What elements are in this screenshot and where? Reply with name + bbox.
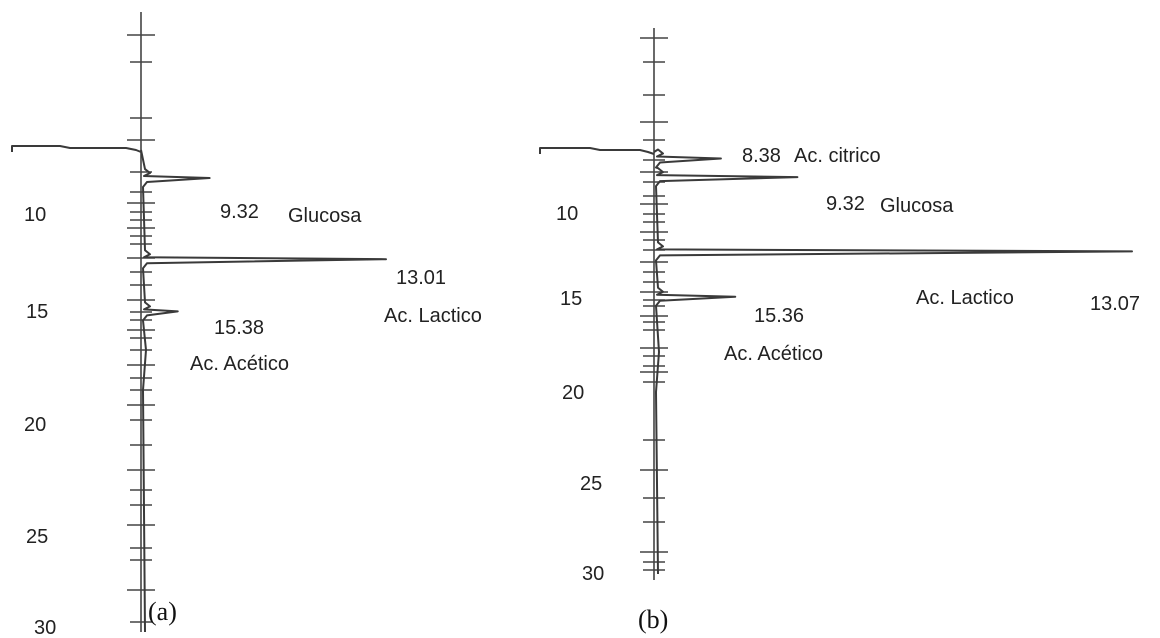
panel-b-peak-name-lactico: Ac. Lactico: [916, 287, 1014, 309]
panel-b-peak-name-glucosa: Glucosa: [880, 195, 954, 217]
panel-a-solvent-front: [11, 145, 142, 153]
panel-b-peak-name-citrico: Ac. citrico: [794, 145, 881, 167]
panel-b-peak-time-citrico: 8.38: [742, 145, 781, 167]
panel-b-tick-label-20: 20: [562, 382, 584, 404]
panel-a-peak-time-acetico: 15.38: [214, 317, 264, 339]
panel-b-peak-name-acetico: Ac. Acético: [724, 343, 823, 365]
panel-b-solvent-front: [539, 147, 655, 155]
panel-a-peak-name-glucosa: Glucosa: [288, 205, 362, 227]
chromatogram-panel-a: 10 15 20 25 30 9.32 Glucosa 13.01 Ac. La…: [11, 12, 482, 638]
panel-b-tick-label-15: 15: [560, 288, 582, 310]
panel-a-peak-time-glucosa: 9.32: [220, 201, 259, 223]
panel-a-tick-label-30: 30: [34, 617, 56, 638]
panel-a-tick-label-10: 10: [24, 204, 46, 226]
panel-b-tick-label-10: 10: [556, 203, 578, 225]
panel-b-tick-label-25: 25: [580, 473, 602, 495]
panel-a-label: (a): [148, 597, 177, 626]
panel-a-trace: [140, 149, 387, 633]
panel-b-label: (b): [638, 605, 668, 634]
panel-a-tick-label-20: 20: [24, 414, 46, 436]
panel-a-peak-time-lactico: 13.01: [396, 267, 446, 289]
chromatogram-panel-b: 10 15 20 25 30 8.38 Ac. citrico 9.32 Glu…: [539, 28, 1140, 634]
panel-b-peak-time-acetico: 15.36: [754, 305, 804, 327]
panel-b-peak-time-lactico: 13.07: [1090, 293, 1140, 315]
panel-a-peak-name-acetico: Ac. Acético: [190, 353, 289, 375]
panel-a-peak-name-lactico: Ac. Lactico: [384, 305, 482, 327]
panel-b-trace: [653, 148, 1133, 575]
panel-a-tick-label-25: 25: [26, 526, 48, 548]
panel-b-tick-label-30: 30: [582, 563, 604, 585]
panel-b-peak-time-glucosa: 9.32: [826, 193, 865, 215]
panel-a-tick-label-15: 15: [26, 301, 48, 323]
